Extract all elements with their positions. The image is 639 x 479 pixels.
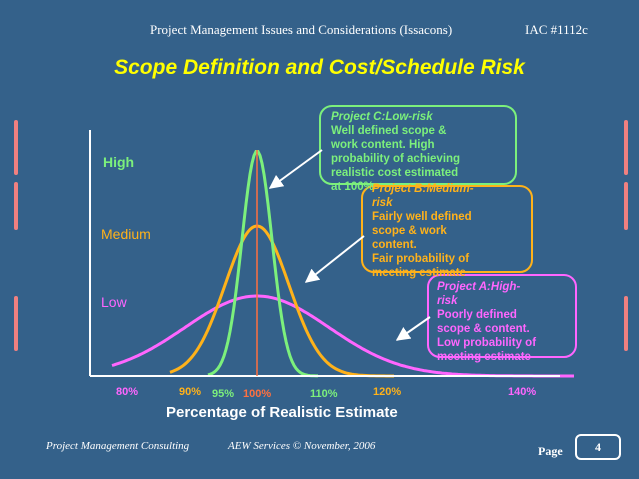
callout-project-b: Project B:Medium- risk Fairly well defin… xyxy=(372,182,474,280)
x-tick-90: 90% xyxy=(179,386,202,398)
callout-c-heading: Project C:Low-risk xyxy=(331,111,433,123)
callout-project-a: Project A:High- risk Poorly defined scop… xyxy=(437,280,536,364)
x-tick-80: 80% xyxy=(116,386,139,398)
callout-a-line: meeting estimate xyxy=(437,351,531,363)
left-edge-decoration xyxy=(14,120,18,175)
callout-c-line: Well defined scope & xyxy=(331,125,447,137)
arrow-to-project-c xyxy=(268,149,323,189)
callout-c-line: at 100% xyxy=(331,181,374,193)
callout-a-line: Poorly defined xyxy=(437,309,517,321)
header-title: Project Management Issues and Considerat… xyxy=(150,22,453,37)
callout-project-c: Project C:Low-risk Well defined scope & … xyxy=(331,110,460,194)
callout-b-heading: Project B:Medium- xyxy=(372,183,474,195)
arrow-to-project-b xyxy=(304,235,365,283)
page-label: Page xyxy=(538,444,563,458)
page-number: 4 xyxy=(575,434,621,460)
callout-boxes xyxy=(319,105,577,358)
callout-a-heading: risk xyxy=(437,295,458,307)
axes xyxy=(89,130,560,377)
curve-project-b-medium-risk xyxy=(169,224,394,378)
x-tick-140: 140% xyxy=(508,386,537,398)
footer-copyright: AEW Services © November, 2006 xyxy=(228,440,376,452)
callout-c-line: realistic cost estimated xyxy=(331,167,459,179)
callout-c-box xyxy=(319,105,517,185)
callout-c-line: work content. High xyxy=(331,139,435,151)
right-edge-decoration xyxy=(624,182,628,230)
x-tick-120: 120% xyxy=(373,386,402,398)
x-axis-label: Percentage of Realistic Estimate xyxy=(166,404,398,421)
callout-a-box xyxy=(427,274,577,358)
curve-project-c-low-risk xyxy=(207,150,318,378)
level-high-label: High xyxy=(103,154,135,170)
callout-a-line: Low probability of xyxy=(437,337,537,349)
callout-b-line: scope & work xyxy=(372,225,447,237)
footer-company: Project Management Consulting xyxy=(46,440,190,452)
left-edge-decoration xyxy=(14,182,18,230)
x-tick-95: 95% xyxy=(212,388,235,400)
header-doc-id: IAC #1112c xyxy=(525,22,588,37)
callout-b-line: Fair probability of xyxy=(372,253,470,265)
slide-title: Scope Definition and Cost/Schedule Risk xyxy=(114,56,525,79)
callout-b-heading: risk xyxy=(372,197,393,209)
callout-b-line: Fairly well defined xyxy=(372,211,472,223)
callout-b-line: meeting estimate xyxy=(372,267,466,279)
callout-b-line: content. xyxy=(372,239,417,251)
callout-a-heading: Project A:High- xyxy=(437,281,521,293)
callout-b-box xyxy=(361,185,533,273)
right-edge-decoration xyxy=(624,296,628,351)
pointer-arrows xyxy=(268,149,431,341)
left-edge-decoration xyxy=(14,296,18,351)
level-medium-label: Medium xyxy=(101,226,151,242)
right-edge-decoration xyxy=(624,120,628,175)
callout-a-line: scope & content. xyxy=(437,323,530,335)
level-low-label: Low xyxy=(101,294,127,310)
callout-c-line: probability of achieving xyxy=(331,153,461,165)
x-tick-100: 100% xyxy=(243,388,272,400)
arrow-to-project-a xyxy=(395,316,431,341)
x-tick-110: 110% xyxy=(310,388,338,400)
